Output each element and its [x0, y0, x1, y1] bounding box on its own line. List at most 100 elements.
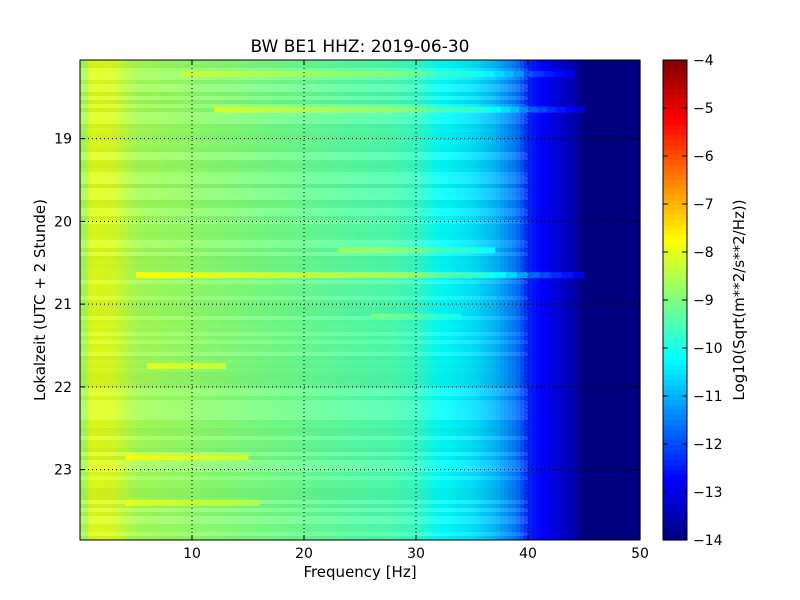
heatmap-band [393, 272, 406, 279]
heatmap-band [204, 454, 209, 461]
heatmap-band [537, 106, 548, 113]
heatmap-band [171, 454, 175, 461]
heatmap-row-texture [80, 248, 528, 252]
heatmap-band [454, 313, 457, 320]
heatmap-band [215, 499, 220, 506]
heatmap-band [478, 247, 484, 254]
heatmap-band [539, 272, 551, 279]
heatmap-band [407, 313, 410, 320]
heatmap-band [420, 313, 424, 320]
heatmap-column [176, 60, 181, 540]
heatmap-row-texture [80, 160, 528, 164]
heatmap-column [384, 60, 389, 540]
heatmap-band [221, 363, 225, 370]
heatmap-column [136, 60, 141, 540]
colorbar-segment [663, 215, 687, 221]
heatmap-column [500, 60, 505, 540]
heatmap-row-texture [80, 344, 528, 348]
colorbar-segment [663, 440, 687, 446]
heatmap-column [356, 60, 361, 540]
heatmap-column [308, 60, 313, 540]
heatmap-row-texture [80, 300, 528, 304]
heatmap-band [188, 363, 191, 370]
heatmap-band [367, 71, 378, 78]
heatmap-column [260, 60, 265, 540]
heatmap-band [161, 499, 166, 506]
heatmap-band [217, 363, 221, 370]
heatmap-band [217, 454, 221, 461]
heatmap-row-texture [80, 528, 528, 532]
colorbar-segment [663, 125, 687, 131]
heatmap-column [604, 60, 609, 540]
heatmap-band [438, 272, 451, 279]
colorbar-segment [663, 230, 687, 236]
heatmap-band [278, 71, 290, 78]
heatmap-row-texture [80, 84, 528, 88]
heatmap-band [206, 363, 209, 370]
heatmap-band [168, 363, 172, 370]
heatmap-row-texture [80, 64, 528, 68]
heatmap-band [143, 454, 147, 461]
heatmap-column [588, 60, 593, 540]
heatmap-column [540, 60, 545, 540]
heatmap-band [165, 499, 169, 506]
heatmap-band [203, 272, 215, 279]
heatmap-band [184, 363, 187, 370]
heatmap-band [422, 313, 426, 320]
heatmap-column [392, 60, 397, 540]
heatmap-band [348, 272, 361, 279]
colorbar-segment [663, 150, 687, 156]
x-tick-label: 20 [295, 546, 313, 562]
heatmap-column [532, 60, 537, 540]
heatmap-band [326, 272, 339, 279]
heatmap-band [443, 247, 448, 254]
heatmap-band [249, 71, 260, 78]
heatmap-band [252, 499, 257, 506]
colorbar-segment [663, 470, 687, 476]
colorbar-segment [663, 155, 687, 161]
heatmap-band [341, 247, 346, 254]
heatmap-row-texture [80, 400, 528, 404]
heatmap-band [235, 499, 240, 506]
heatmap-band [411, 313, 415, 320]
heatmap-band [463, 106, 474, 113]
heatmap-band [192, 363, 195, 370]
heatmap-band [161, 454, 166, 461]
heatmap-band [474, 71, 486, 78]
heatmap-band [345, 247, 350, 254]
heatmap-column [196, 60, 201, 540]
colorbar-segment [663, 455, 687, 461]
heatmap-band [251, 106, 262, 113]
colorbar-ticks: −4 −5 −6 −7 −8 −9 −10 −11 −12 −13 −14 [663, 53, 723, 549]
heatmap-column [612, 60, 617, 540]
colorbar-tick-label: −11 [693, 389, 723, 405]
colorbar-segment [663, 345, 687, 351]
heatmap-band [220, 454, 224, 461]
colorbar-tick-label: −6 [693, 149, 714, 165]
heatmap-column [436, 60, 441, 540]
heatmap-column [520, 60, 525, 540]
heatmap-column [224, 60, 229, 540]
colorbar-segment [663, 395, 687, 401]
heatmap-band [474, 247, 480, 254]
heatmap-row-texture [80, 496, 528, 500]
heatmap-band [404, 313, 408, 320]
heatmap-band [431, 313, 435, 320]
heatmap-band [211, 363, 215, 370]
colorbar-segment [663, 225, 687, 231]
colorbar-segment [663, 450, 687, 456]
heatmap-band [202, 363, 205, 370]
colorbar-tick-label: −5 [693, 101, 714, 117]
heatmap-column [580, 60, 585, 540]
heatmap-column [536, 60, 541, 540]
heatmap-column [352, 60, 357, 540]
heatmap-band [168, 499, 173, 506]
heatmap-column [548, 60, 553, 540]
heatmap-band [396, 247, 401, 254]
heatmap-band [505, 272, 518, 279]
heatmap-band [433, 313, 437, 320]
heatmap-band [249, 499, 253, 506]
heatmap-column [616, 60, 621, 540]
heatmap-band [466, 247, 472, 254]
